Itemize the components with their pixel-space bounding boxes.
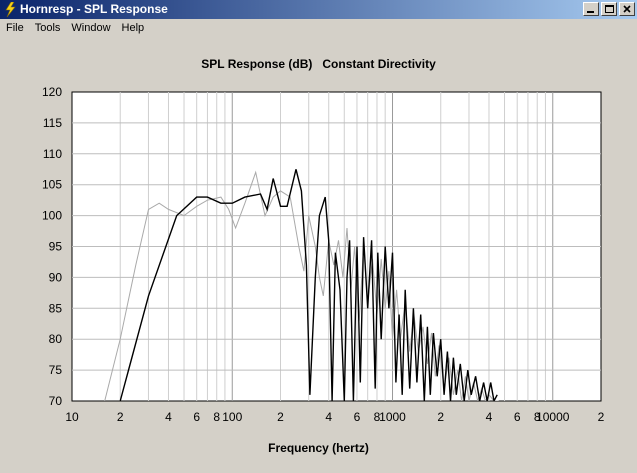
minimize-button[interactable] <box>583 2 599 16</box>
y-tick-label: 115 <box>43 116 62 130</box>
y-tick-label: 75 <box>49 363 63 377</box>
maximize-icon <box>605 5 614 13</box>
x-tick-label: 1000 <box>379 410 406 424</box>
x-tick-label: 8 <box>213 410 220 424</box>
y-tick-label: 120 <box>42 85 62 99</box>
chart-title: SPL Response (dB) Constant Directivity <box>201 57 436 71</box>
spl-series-primary <box>119 169 498 401</box>
hornresp-app-icon <box>5 2 16 17</box>
menu-bar: File Tools Window Help <box>0 19 637 38</box>
y-tick-label: 105 <box>42 178 62 192</box>
x-tick-label: 6 <box>514 410 521 424</box>
x-tick-label: 8 <box>374 410 381 424</box>
y-tick-label: 90 <box>49 270 63 284</box>
x-tick-label: 2 <box>117 410 124 424</box>
x-tick-label: 6 <box>354 410 361 424</box>
x-tick-label: 2 <box>598 410 605 424</box>
y-tick-label: 100 <box>42 209 62 223</box>
grid-lines <box>72 92 601 401</box>
x-tick-label: 4 <box>325 410 332 424</box>
minimize-icon <box>587 11 594 13</box>
maximize-button[interactable] <box>601 2 617 16</box>
x-tick-label: 2 <box>437 410 444 424</box>
x-tick-label: 8 <box>534 410 541 424</box>
series-lines <box>104 169 499 401</box>
x-tick-label: 4 <box>165 410 172 424</box>
menu-window[interactable]: Window <box>71 22 111 34</box>
x-tick-label: 2 <box>277 410 284 424</box>
x-tick-label: 6 <box>193 410 200 424</box>
title-bar: Hornresp - SPL Response <box>0 0 637 19</box>
menu-help[interactable]: Help <box>121 22 145 34</box>
y-tick-label: 70 <box>49 394 63 408</box>
x-tick-label: 100 <box>222 410 242 424</box>
y-tick-label: 80 <box>49 332 63 346</box>
x-tick-label: 10 <box>65 410 79 424</box>
y-tick-labels: 70 75 80 85 90 95 100 105 110 115 120 <box>42 85 62 408</box>
window-title: Hornresp - SPL Response <box>20 2 168 16</box>
x-tick-label: 4 <box>486 410 493 424</box>
x-tick-label: 10000 <box>536 410 570 424</box>
menu-file[interactable]: File <box>6 22 24 34</box>
y-tick-label: 85 <box>49 301 63 315</box>
x-axis-label: Frequency (hertz) <box>268 441 369 455</box>
y-tick-label: 110 <box>43 147 62 161</box>
menu-tools[interactable]: Tools <box>34 22 61 34</box>
y-tick-label: 95 <box>49 240 63 254</box>
close-icon <box>623 5 631 13</box>
close-button[interactable] <box>619 2 635 16</box>
